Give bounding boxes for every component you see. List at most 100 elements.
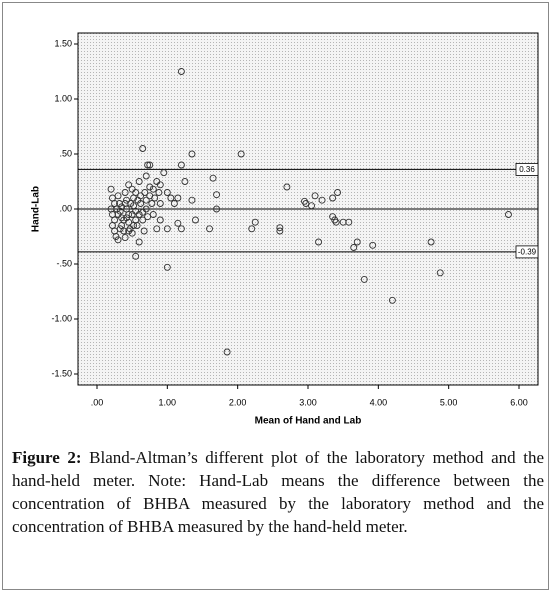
point <box>251 218 259 226</box>
reference-label-box <box>515 162 539 176</box>
point <box>123 214 130 222</box>
point <box>388 296 396 304</box>
point <box>149 211 157 218</box>
point <box>132 252 140 260</box>
point <box>153 178 161 185</box>
point <box>213 191 221 199</box>
point <box>181 178 189 185</box>
y-tick-label: .00 <box>59 203 72 213</box>
point <box>427 238 435 246</box>
point <box>160 169 168 177</box>
point <box>116 225 124 233</box>
point <box>283 183 291 191</box>
point <box>334 189 341 196</box>
point <box>174 219 182 227</box>
point <box>153 225 161 233</box>
point <box>163 225 171 233</box>
point <box>140 227 148 235</box>
point <box>135 178 143 185</box>
point <box>223 348 231 356</box>
y-tick-label: -1.50 <box>51 368 72 378</box>
point <box>125 181 133 189</box>
point <box>114 236 122 244</box>
point <box>350 244 358 251</box>
point <box>353 238 361 246</box>
point <box>505 211 512 218</box>
point <box>276 224 284 232</box>
x-tick-label: 1.00 <box>159 397 177 407</box>
point <box>142 172 150 180</box>
chart: Hand-Lab Mean of Hand and Lab 1.50 1.00 .5… <box>31 32 539 427</box>
point <box>209 174 217 182</box>
point <box>318 196 326 204</box>
point <box>141 189 149 196</box>
x-tick-label: 4.00 <box>370 397 388 407</box>
point <box>139 216 147 224</box>
y-tick-label: 1.00 <box>54 93 72 103</box>
point <box>113 205 121 213</box>
point <box>192 216 199 224</box>
y-tick-label: -1.00 <box>51 313 72 323</box>
point <box>177 68 185 75</box>
y-axis-label: Hand-Lab <box>31 186 42 232</box>
point <box>151 194 159 202</box>
reference-label-box <box>515 245 539 259</box>
x-tick-label: 2.00 <box>229 397 247 407</box>
point <box>125 227 133 235</box>
point <box>163 189 171 196</box>
point <box>123 196 130 204</box>
point <box>311 192 319 200</box>
point <box>156 216 164 224</box>
point <box>177 161 185 169</box>
point <box>276 227 284 235</box>
point <box>237 150 245 158</box>
point <box>206 225 213 233</box>
point <box>213 205 221 213</box>
point <box>163 263 171 271</box>
point <box>146 183 154 191</box>
x-tick-label: 6.00 <box>510 397 528 407</box>
point <box>114 192 122 200</box>
point <box>130 222 138 229</box>
point <box>146 161 154 169</box>
point <box>188 150 196 158</box>
point <box>148 200 156 207</box>
caption: Figure 2: Bland-Altman’s different plot … <box>12 446 544 538</box>
point <box>174 194 182 202</box>
point <box>142 196 150 204</box>
figure-frame <box>2 2 549 590</box>
x-tick-label: 3.00 <box>299 397 317 407</box>
point <box>177 225 185 233</box>
point <box>149 185 157 193</box>
point <box>170 200 178 207</box>
point <box>142 205 150 213</box>
point <box>121 200 129 207</box>
x-tick-label: .00 <box>91 397 104 407</box>
point <box>188 196 196 204</box>
point <box>315 238 323 246</box>
x-axis-label: Mean of Hand and Lab <box>255 416 362 427</box>
point <box>369 241 377 249</box>
reference-label: 0.36 <box>519 165 535 174</box>
caption-text: Bland-Altman’s different plot of the lab… <box>12 448 544 536</box>
point <box>308 202 315 210</box>
point <box>345 218 353 226</box>
point <box>135 211 143 218</box>
point <box>329 194 337 202</box>
point <box>135 238 143 246</box>
point <box>248 225 256 233</box>
point <box>134 196 142 204</box>
caption-label: Figure 2: <box>12 448 82 467</box>
point <box>360 275 368 283</box>
reference-label: -0.39 <box>518 248 537 257</box>
point <box>155 189 163 196</box>
point <box>121 189 129 196</box>
point <box>139 145 147 152</box>
point <box>133 222 141 229</box>
point <box>436 269 444 277</box>
point <box>144 161 152 169</box>
y-tick-label: .50 <box>59 148 72 158</box>
x-tick-label: 5.00 <box>440 397 458 407</box>
y-tick-label: 1.50 <box>54 38 72 48</box>
point <box>128 211 136 218</box>
